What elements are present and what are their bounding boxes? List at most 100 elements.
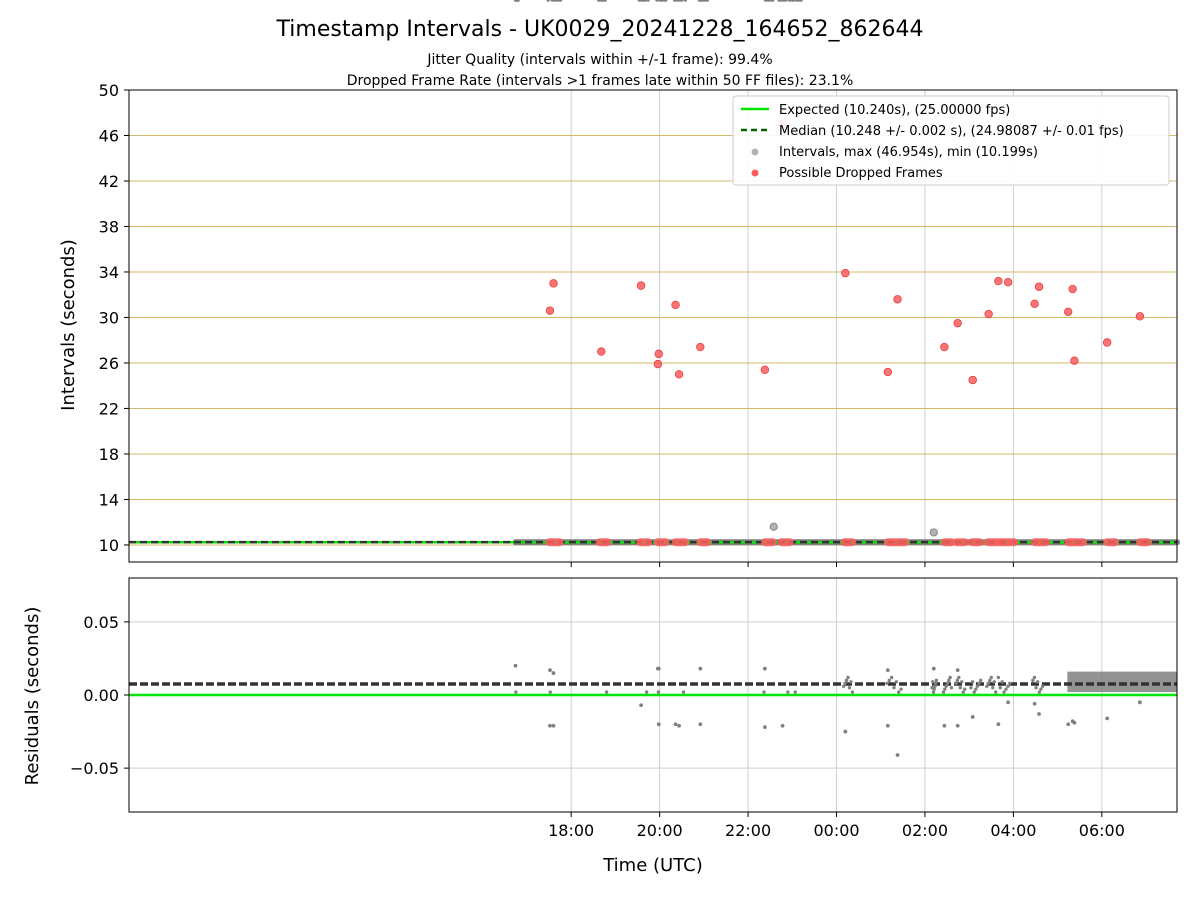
dropped-frame-band	[940, 538, 956, 547]
bottom-y-tick-label: 0.05	[83, 613, 119, 632]
dropped-frame-point	[883, 367, 893, 377]
residual-point	[991, 685, 995, 690]
residual-point	[1037, 690, 1042, 694]
dropped-frame-point	[1135, 312, 1145, 321]
residual-point	[762, 690, 766, 694]
residual-point	[998, 685, 1002, 690]
chart-legend: Expected (10.240s), (25.00000 fps) Media…	[732, 95, 1170, 186]
residual-point	[975, 684, 980, 688]
residual-point	[885, 681, 889, 685]
interval-point	[769, 522, 778, 531]
residual-point	[516, 0, 520, 2]
dropped-frame-point	[636, 281, 646, 290]
residual-point	[955, 668, 960, 673]
residual-point	[604, 690, 609, 694]
dropped-frame-point	[1030, 299, 1039, 309]
top-y-axis-label: Intervals (seconds)	[58, 239, 79, 411]
residual-point	[970, 680, 975, 684]
dropped-frame-band	[1008, 538, 1019, 547]
residual-point	[1137, 700, 1142, 705]
residual-point	[656, 666, 661, 671]
legend-label-expected: Expected (10.240s), (25.00000 fps)	[779, 103, 1010, 118]
dropped-frame-band	[671, 538, 690, 547]
top-y-tick-label: 42	[99, 172, 119, 191]
residual-point	[899, 687, 903, 691]
x-axis: 18:00 20:00 22:00 00:00 02:00 04:00 06:00	[548, 562, 1125, 840]
residual-point	[969, 685, 973, 690]
residual-point	[992, 680, 996, 684]
dropped-frame-point	[671, 300, 680, 310]
dropped-frame-point	[654, 349, 663, 359]
residual-point	[887, 678, 891, 683]
residual-point	[548, 668, 552, 673]
bottom-y-tick-label: 0.00	[83, 686, 119, 705]
residual-point	[954, 681, 958, 685]
residual-point	[941, 690, 946, 694]
residual-point	[948, 675, 952, 680]
dropped-frame-band	[952, 538, 969, 547]
residual-point	[944, 684, 948, 688]
residual-point	[894, 680, 899, 684]
dropped-frame-band	[1103, 538, 1119, 547]
residual-point	[514, 690, 518, 694]
residual-point	[793, 690, 797, 694]
residual-point	[784, 0, 788, 2]
residual-point	[1034, 685, 1038, 690]
top-y-tick-label: 22	[99, 399, 119, 418]
residual-point	[885, 668, 890, 673]
x-tick-label: 20:00	[637, 821, 683, 840]
legend-label-intervals: Intervals, max (46.954s), min (10.199s)	[779, 145, 1038, 160]
residual-point	[664, 0, 668, 2]
x-tick-label: 06:00	[1079, 821, 1125, 840]
dropped-frame-point	[953, 318, 962, 328]
residual-point	[885, 723, 890, 728]
top-y-tick-label: 46	[99, 126, 119, 145]
residual-point	[1031, 678, 1035, 683]
dropped-frame-point	[1064, 307, 1073, 316]
top-y-tick-label: 50	[99, 81, 119, 100]
x-tick-label: 00:00	[813, 821, 859, 840]
residual-point	[548, 723, 552, 728]
dropped-frame-point	[674, 370, 684, 379]
residual-point	[934, 681, 938, 685]
chart-subtitle-line-1: Jitter Quality (intervals within +/-1 fr…	[426, 52, 772, 68]
dropped-frame-band	[883, 538, 910, 547]
residual-point	[546, 0, 550, 2]
residual-point	[849, 680, 853, 684]
residual-point	[844, 678, 849, 683]
residual-point	[974, 687, 978, 691]
dropped-frame-point	[940, 342, 949, 352]
residual-point	[977, 681, 981, 685]
x-tick-label: 22:00	[725, 821, 771, 840]
residual-point	[843, 681, 847, 685]
x-tick-label: 18:00	[548, 821, 594, 840]
residual-point	[762, 666, 767, 671]
dropped-frame-band	[1030, 538, 1050, 547]
residual-point	[643, 0, 647, 2]
residual-point	[548, 690, 552, 694]
dropped-frame-point	[841, 268, 850, 278]
residual-point	[957, 675, 961, 680]
dropped-frame-point	[545, 306, 555, 315]
residual-point	[603, 0, 607, 2]
dropped-frame-band	[1135, 538, 1152, 547]
dropped-frame-band	[636, 538, 653, 547]
residual-point	[1072, 720, 1077, 725]
residual-point	[1036, 680, 1040, 684]
dropped-frame-band	[967, 538, 984, 547]
residual-point	[1006, 700, 1010, 705]
residual-point	[949, 685, 954, 690]
chart-title: Timestamp Intervals - UK0029_20241228_16…	[276, 17, 924, 42]
dropped-frame-band	[653, 538, 670, 547]
residual-point	[841, 684, 846, 688]
residual-point	[934, 678, 939, 683]
residual-point	[1032, 701, 1037, 706]
residual-point	[681, 690, 686, 694]
residual-point	[961, 690, 965, 694]
residual-point	[963, 687, 967, 691]
residual-point	[646, 0, 650, 2]
residual-point	[780, 723, 785, 728]
residual-point	[1004, 687, 1008, 691]
residual-point	[639, 703, 643, 708]
